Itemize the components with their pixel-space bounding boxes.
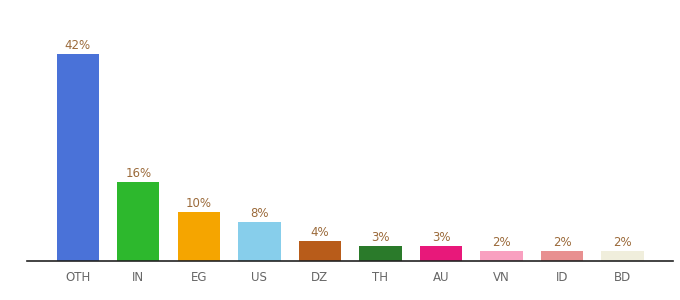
- Text: 2%: 2%: [492, 236, 511, 249]
- Text: 3%: 3%: [432, 231, 450, 244]
- Text: 8%: 8%: [250, 207, 269, 220]
- Bar: [56, 54, 99, 261]
- Bar: [359, 246, 402, 261]
- Bar: [420, 246, 462, 261]
- Bar: [601, 251, 644, 261]
- Bar: [299, 241, 341, 261]
- Text: 3%: 3%: [371, 231, 390, 244]
- Bar: [541, 251, 583, 261]
- Text: 10%: 10%: [186, 197, 212, 210]
- Text: 2%: 2%: [613, 236, 632, 249]
- Text: 16%: 16%: [125, 167, 152, 180]
- Text: 2%: 2%: [553, 236, 571, 249]
- Text: 4%: 4%: [311, 226, 329, 239]
- Bar: [177, 212, 220, 261]
- Text: 42%: 42%: [65, 39, 91, 52]
- Bar: [480, 251, 523, 261]
- Bar: [117, 182, 160, 261]
- Bar: [238, 222, 281, 261]
